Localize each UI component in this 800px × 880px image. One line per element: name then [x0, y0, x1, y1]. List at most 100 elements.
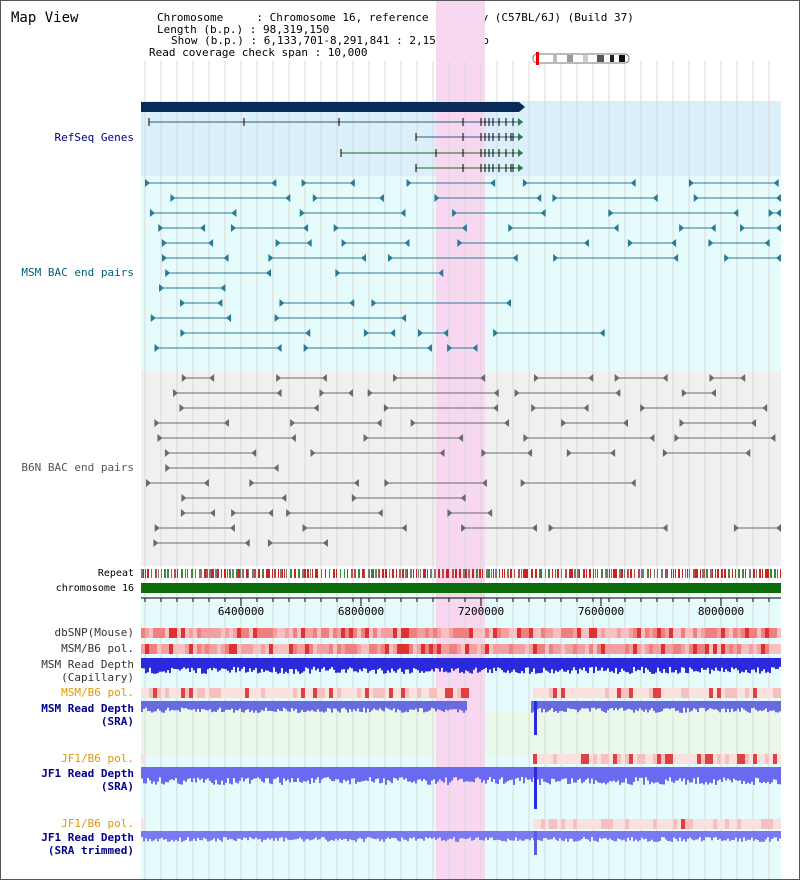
jf1-trim-depth-bar — [359, 831, 361, 838]
jf1-trim-depth-bar — [273, 831, 275, 841]
track-label-jf1-depth[interactable]: JF1 Read Depth (SRA) — [41, 767, 134, 793]
jf1-depth-bar — [203, 767, 205, 783]
repeat-element — [601, 569, 603, 578]
dbsnp-cell — [193, 628, 197, 638]
msm-pol-cell — [161, 644, 165, 654]
track-label-msm-pol-cap[interactable]: MSM/B6 pol. — [61, 642, 134, 655]
jf1-depth-bar — [221, 767, 223, 781]
msm-cap-depth-bar — [593, 658, 595, 674]
msm-sra-depth-bar — [211, 701, 213, 713]
msm-sra-depth-bar — [345, 701, 347, 710]
jf1-pol-trim-cell — [681, 819, 685, 829]
msm-sra-depth-bar — [397, 701, 399, 710]
track-label-msm-pol-sra[interactable]: MSM/B6 pol. — [61, 686, 134, 699]
dbsnp-cell — [753, 628, 757, 638]
jf1-depth-bar — [325, 767, 327, 778]
jf1-depth-bar — [589, 767, 591, 784]
msm-sra-depth-bar — [387, 701, 389, 709]
msm-cap-depth-bar — [643, 658, 645, 674]
msm-cap-depth-bar — [407, 658, 409, 670]
jf1-trim-depth-bar — [483, 831, 485, 841]
track-label-msm-depth-sra[interactable]: MSM Read Depth (SRA) — [41, 702, 134, 728]
jf1-depth-bar — [465, 767, 467, 782]
jf1-trim-depth-bar — [567, 831, 569, 842]
jf1-trim-depth-bar — [339, 831, 341, 839]
jf1-trim-depth-bar — [777, 831, 779, 842]
msm-bac-end-marker — [200, 224, 206, 232]
dbsnp-cell — [561, 628, 565, 638]
track-label-jf1-trim-depth[interactable]: JF1 Read Depth (SRA trimmed) — [41, 831, 134, 857]
msm-sra-depth-bar — [711, 701, 713, 709]
msm-cap-depth-bar — [233, 658, 235, 667]
jf1-depth-bar — [407, 767, 409, 782]
jf1-trim-depth-bar — [379, 831, 381, 842]
msm-pol-cell — [169, 644, 173, 654]
track-label-repeat[interactable]: Repeat — [97, 568, 134, 579]
b6n-bac-end-marker — [229, 524, 235, 532]
msm-cap-depth-bar — [501, 658, 503, 671]
msm-sra-depth-bar — [749, 701, 751, 713]
repeat-element — [523, 569, 525, 578]
repeat-element — [242, 569, 244, 578]
track-label-refseq[interactable]: RefSeq Genes — [54, 131, 134, 144]
jf1-trim-depth-bar — [613, 831, 615, 842]
axis-tick-label: 6800000 — [338, 605, 384, 618]
track-label-b6n-bac[interactable]: B6N BAC end pairs — [21, 461, 134, 474]
track-label-dbsnp[interactable]: dbSNP(Mouse) — [54, 626, 134, 639]
b6n-bac-end-marker — [674, 434, 680, 442]
jf1-depth-bar — [455, 767, 457, 778]
jf1-trim-depth-bar — [297, 831, 299, 839]
repeat-element — [423, 569, 425, 578]
msm-pol-cell — [313, 644, 317, 654]
msm-sra-depth-bar — [547, 701, 549, 712]
dbsnp-cell — [697, 628, 701, 638]
repeat-element — [695, 569, 697, 578]
msm-pol-sra-cell — [321, 688, 325, 698]
dbsnp-cell — [533, 628, 537, 638]
msm-cap-depth-bar — [479, 658, 481, 672]
jf1-trim-depth-bar — [599, 831, 601, 838]
jf1-depth-bar — [675, 767, 677, 781]
msm-sra-depth-bar — [769, 701, 771, 711]
repeat-element — [191, 569, 193, 578]
track-label-msm-bac[interactable]: MSM BAC end pairs — [21, 266, 134, 279]
msm-cap-depth-bar — [337, 658, 339, 673]
dbsnp-cell — [181, 628, 185, 638]
msm-pol-sra-cell — [309, 688, 313, 698]
msm-cap-depth-bar — [505, 658, 507, 673]
jf1-depth-bar — [471, 767, 473, 782]
b6n-bac-end-marker — [251, 449, 257, 457]
jf1-depth-bar — [447, 767, 449, 785]
repeat-element — [209, 569, 211, 578]
b6n-bac-end-marker — [164, 449, 170, 457]
repeat-element — [402, 569, 404, 578]
jf1-trim-depth-bar — [643, 831, 645, 840]
msm-sra-depth-bar — [217, 701, 219, 710]
jf1-depth-bar — [289, 767, 291, 783]
msm-pol-cell — [629, 644, 633, 654]
jf1-trim-depth-bar — [641, 831, 643, 838]
msm-pol-cell — [213, 644, 217, 654]
msm-bac-end-marker — [220, 284, 226, 292]
msm-cap-depth-bar — [353, 658, 355, 672]
repeat-element — [442, 569, 444, 578]
msm-bac-end-marker — [630, 179, 636, 187]
track-label-jf1-pol[interactable]: JF1/B6 pol. — [61, 752, 134, 765]
jf1-trim-depth-bar — [323, 831, 325, 838]
repeat-element — [630, 569, 632, 578]
jf1-depth-bar — [551, 767, 553, 779]
msm-cap-depth-bar — [571, 658, 573, 671]
track-label-msm-depth-cap[interactable]: MSM Read Depth (Capillary) — [41, 658, 134, 684]
msm-pol-cell — [373, 644, 377, 654]
track-label-jf1-pol-trim[interactable]: JF1/B6 pol. — [61, 817, 134, 830]
msm-cap-depth-bar — [481, 658, 483, 671]
msm-sra-depth-bar — [257, 701, 259, 713]
jf1-pol-trim-cell — [697, 819, 701, 829]
jf1-trim-depth-bar — [275, 831, 277, 839]
msm-pol-cell — [381, 644, 385, 654]
jf1-trim-depth-bar — [493, 831, 495, 841]
axis-tick-label: 6400000 — [218, 605, 264, 618]
jf1-depth-bar — [491, 767, 493, 782]
msm-pol-sra-cell — [701, 688, 705, 698]
